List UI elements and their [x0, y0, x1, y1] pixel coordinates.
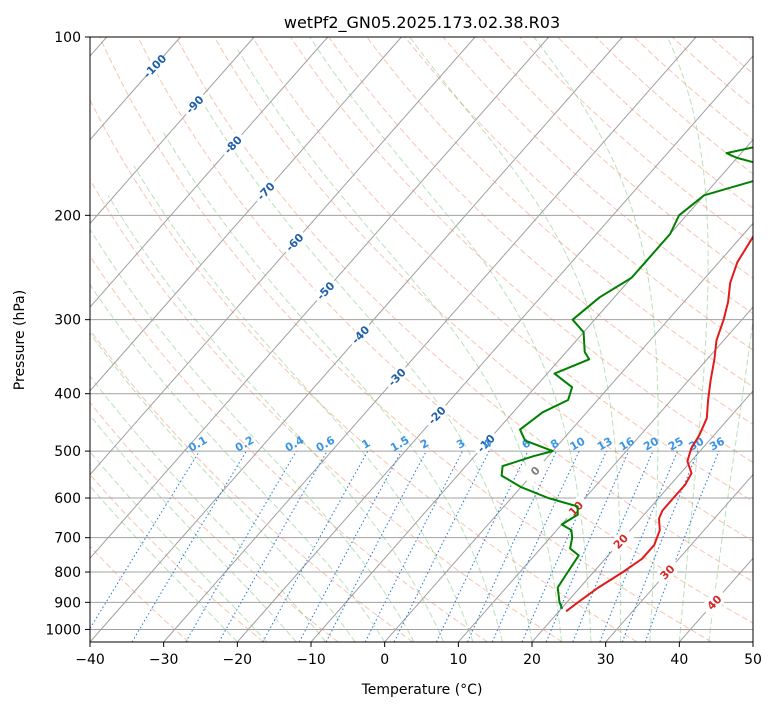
- isotherm-label-bg: [606, 527, 635, 556]
- y-tick-label: 1000: [45, 622, 81, 638]
- chart-title: wetPf2_GN05.2025.173.02.38.R03: [284, 13, 560, 33]
- moist-adiabat-line: [133, 165, 474, 642]
- dry-adiabat-line: [175, 37, 753, 583]
- mixing-ratio-line: [545, 450, 630, 642]
- dry-adiabat-line: [251, 37, 753, 503]
- isotherm-label-bg: [140, 51, 169, 81]
- moist-adiabat-line: [90, 451, 268, 642]
- temperature-line: [565, 235, 753, 612]
- mixing-ratio-line: [644, 450, 720, 642]
- x-tick-label: −40: [75, 652, 105, 668]
- moist-adiabat-line: [708, 317, 753, 642]
- mixing-ratio-line: [262, 450, 369, 642]
- y-tick-label: 900: [54, 595, 81, 611]
- isotherm-label-bg: [471, 429, 500, 458]
- isotherm-line: [90, 37, 476, 476]
- dry-adiabat-line: [90, 178, 563, 642]
- x-tick-label: −10: [296, 652, 326, 668]
- mixing-ratio-line: [572, 450, 654, 642]
- isotherm-label-bg: [251, 176, 280, 206]
- moist-adiabat-line: [90, 283, 386, 642]
- mixing-ratio-line: [621, 450, 699, 642]
- dry-adiabat-line: [366, 37, 753, 388]
- moist-adiabat-line: [237, 49, 562, 642]
- isotherm-label-bg: [346, 320, 375, 349]
- y-tick-label: 200: [54, 208, 81, 224]
- y-tick-label: 400: [54, 387, 81, 403]
- x-tick-label: 10: [449, 652, 467, 668]
- isotherm-label-bg: [382, 362, 411, 392]
- isotherm-line: [163, 37, 697, 642]
- isotherm-label-bg: [561, 494, 590, 523]
- plot-frame: [89, 36, 754, 643]
- isotherm-line: [310, 138, 753, 642]
- isotherm-line: [457, 306, 753, 642]
- dry-adiabat-line: [404, 37, 753, 351]
- isotherm-label-bg: [521, 456, 550, 486]
- dry-adiabat-line: [90, 473, 264, 642]
- isotherm-label-bg: [311, 276, 340, 305]
- dry-adiabat-line: [442, 37, 753, 315]
- dry-adiabat-line: [90, 255, 488, 642]
- mixing-ratio-line: [90, 450, 200, 630]
- moist-adiabat-line: [90, 375, 327, 642]
- isotherm-label-bg: [422, 401, 451, 430]
- moist-adiabat-line: [667, 37, 709, 642]
- isotherm-line: [90, 37, 402, 392]
- moist-adiabat-line: [90, 228, 415, 642]
- y-axis-label: Pressure (hPa): [12, 290, 28, 390]
- y-tick-label: 600: [54, 491, 81, 507]
- y-tick-label: 700: [54, 531, 81, 547]
- moist-adiabat-line: [533, 37, 659, 642]
- isotherm-line: [384, 222, 753, 642]
- moist-adiabat-line: [90, 332, 356, 642]
- y-tick-label: 100: [54, 30, 81, 46]
- y-tick-label: 300: [54, 313, 81, 329]
- mixing-ratio-line: [599, 450, 679, 642]
- moist-adiabat-line: [197, 94, 533, 642]
- x-tick-label: −30: [149, 652, 179, 668]
- x-tick-label: 20: [523, 652, 541, 668]
- axis-ticks: −40 −30 −20 −10 0 10 20 30 40 50 100 200 300 400 500 60…: [45, 30, 762, 668]
- isotherm-label-bg: [280, 227, 309, 257]
- dewpoint-line: [500, 146, 753, 609]
- x-tick-label: 0: [380, 652, 389, 668]
- moist-adiabat-line: [309, 37, 592, 642]
- y-tick-label: 500: [54, 444, 81, 460]
- dry-adiabat-line: [90, 98, 638, 642]
- profile-lines: [500, 146, 753, 612]
- isotherm-label-bg: [653, 557, 682, 587]
- isotherm-label-bg: [218, 130, 247, 159]
- isotherm-line: [605, 473, 753, 642]
- x-tick-label: 50: [744, 652, 762, 668]
- mixing-ratio-line: [521, 450, 608, 642]
- isotherm-label-bg: [180, 90, 209, 119]
- x-axis-label: Temperature (°C): [361, 682, 483, 698]
- isotherm-line: [90, 37, 550, 560]
- mixing-ratio-line: [393, 450, 490, 642]
- mixing-ratio-line: [218, 450, 328, 642]
- isotherm-line: [90, 37, 255, 225]
- x-tick-label: 30: [597, 652, 615, 668]
- x-tick-label: 40: [670, 652, 688, 668]
- isotherm-label-bg: [700, 588, 729, 617]
- mixing-ratio-line: [364, 450, 463, 642]
- dry-adiabat-line: [99, 37, 712, 642]
- mixing-ratio-line: [298, 450, 402, 642]
- dry-adiabat-line: [328, 37, 753, 425]
- isotherm-line: [90, 37, 181, 141]
- y-tick-label: 800: [54, 565, 81, 581]
- moist-adiabat-line: [409, 37, 622, 642]
- isotherm-line: [236, 55, 753, 642]
- dry-adiabat-line: [90, 401, 339, 642]
- x-tick-label: −20: [223, 652, 253, 668]
